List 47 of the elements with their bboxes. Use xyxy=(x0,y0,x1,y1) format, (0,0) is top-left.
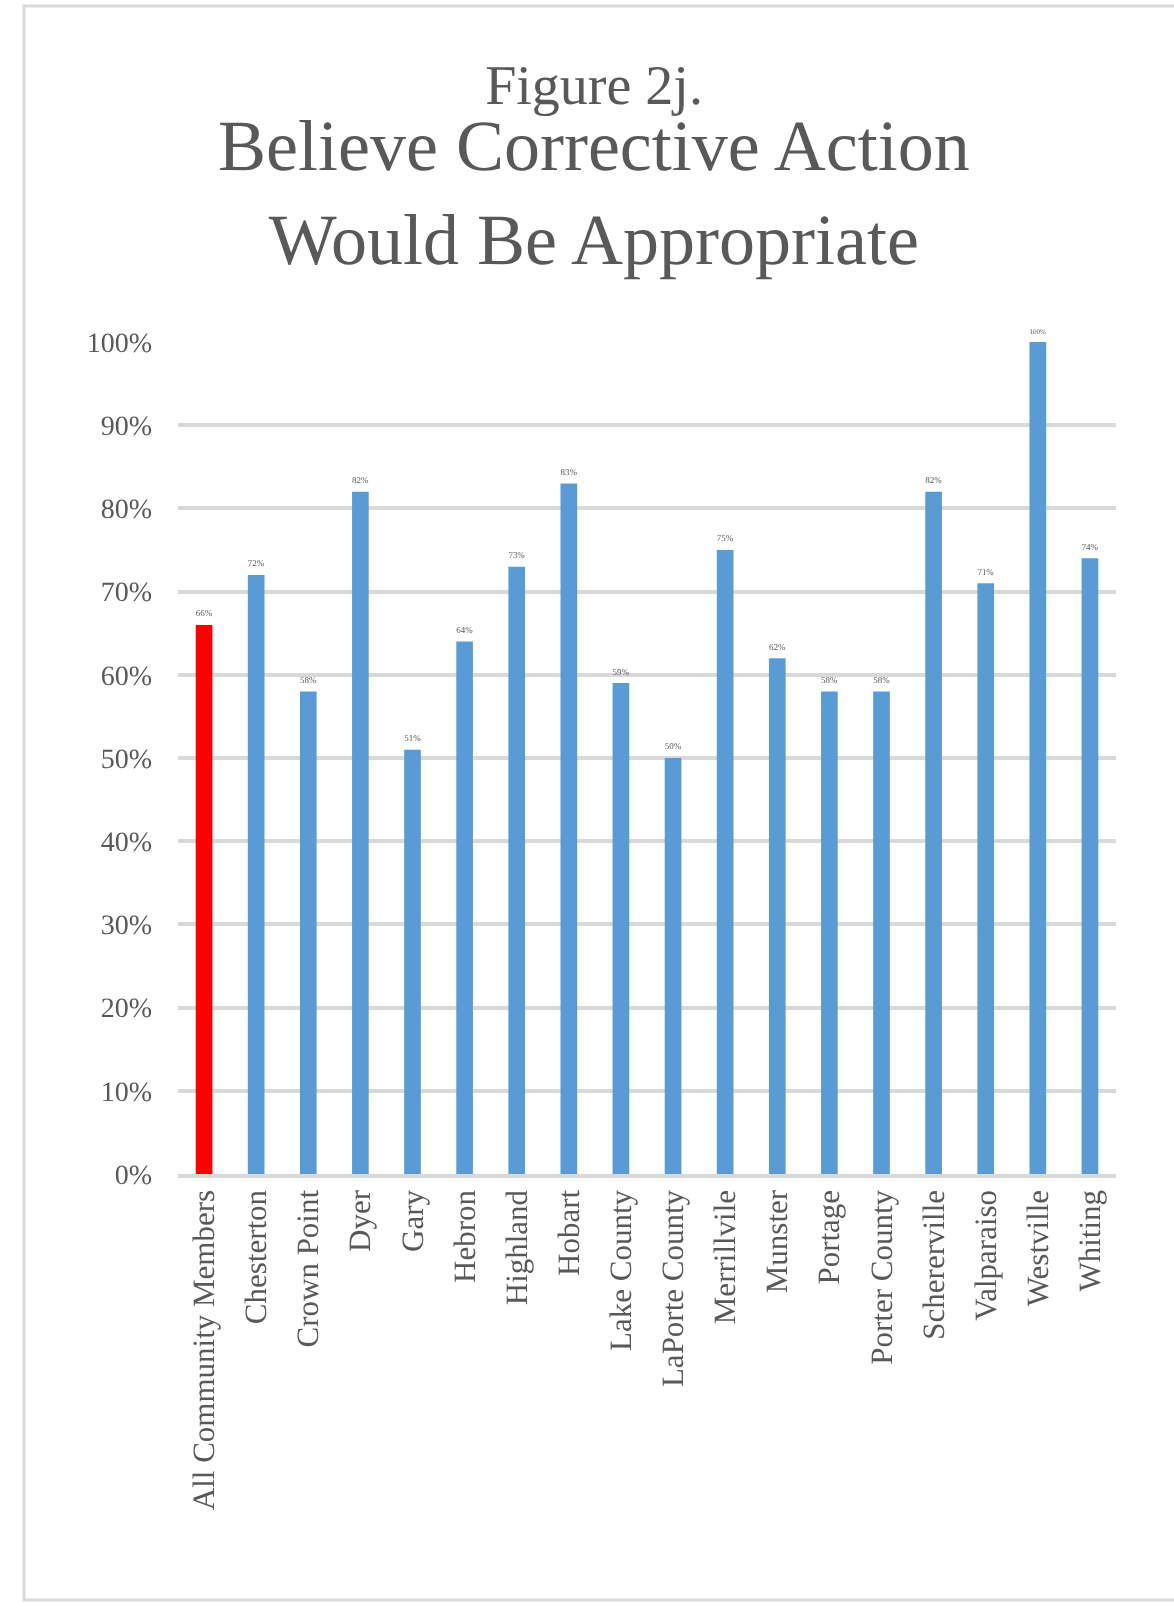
y-tick-label: 100% xyxy=(86,329,153,360)
x-tick-label: Lake County xyxy=(605,1189,640,1351)
bar xyxy=(1081,558,1099,1174)
x-tick-label: Hobart xyxy=(552,1188,587,1276)
x-tick-label: Porter County xyxy=(865,1189,900,1365)
bar xyxy=(821,691,838,1174)
x-tick-label: Westville xyxy=(1021,1189,1056,1307)
bar xyxy=(508,566,526,1174)
y-tick-label: 70% xyxy=(100,579,153,610)
y-tick-label: 20% xyxy=(100,995,153,1026)
bar xyxy=(560,483,578,1174)
x-tick-label: Hebron xyxy=(448,1189,483,1283)
bar xyxy=(195,624,213,1174)
x-tick-label: Highland xyxy=(500,1189,535,1306)
bar xyxy=(456,641,473,1174)
x-tick-label: All Community Members xyxy=(188,1189,223,1511)
y-tick-label: 60% xyxy=(100,662,153,693)
x-tick-label: Dyer xyxy=(344,1188,379,1252)
y-tick-label: 90% xyxy=(100,413,153,443)
bar xyxy=(664,758,682,1174)
x-tick-label: Gary xyxy=(396,1189,431,1252)
x-tick-label: Crown Point xyxy=(292,1188,327,1348)
bar xyxy=(873,691,890,1174)
x-tick-label: Chesterton xyxy=(240,1189,275,1325)
y-tick-label: 0% xyxy=(114,1161,153,1192)
bar xyxy=(404,749,421,1174)
x-tick-label: Portage xyxy=(813,1189,848,1285)
bar xyxy=(1029,342,1047,1174)
x-tick-label: LaPorte County xyxy=(657,1189,692,1388)
y-tick-label: 40% xyxy=(100,829,153,859)
bar xyxy=(352,491,369,1174)
x-tick-label: Munster xyxy=(761,1188,796,1294)
bar xyxy=(247,574,265,1174)
bar xyxy=(716,550,734,1174)
x-tick-label: Whiting xyxy=(1074,1189,1109,1292)
x-tick-label: Schererville xyxy=(917,1189,952,1340)
bar xyxy=(925,491,942,1174)
x-tick-label: Merrillvile xyxy=(709,1189,744,1325)
y-tick-label: 30% xyxy=(100,912,153,943)
y-tick-label: 50% xyxy=(100,745,153,776)
bar xyxy=(977,583,995,1174)
y-tick-label: 10% xyxy=(100,1078,153,1109)
x-tick-label: Valparaiso xyxy=(969,1189,1004,1321)
y-tick-label: 80% xyxy=(100,496,153,527)
bar xyxy=(768,658,786,1174)
bar xyxy=(299,691,317,1174)
bar xyxy=(612,683,630,1174)
